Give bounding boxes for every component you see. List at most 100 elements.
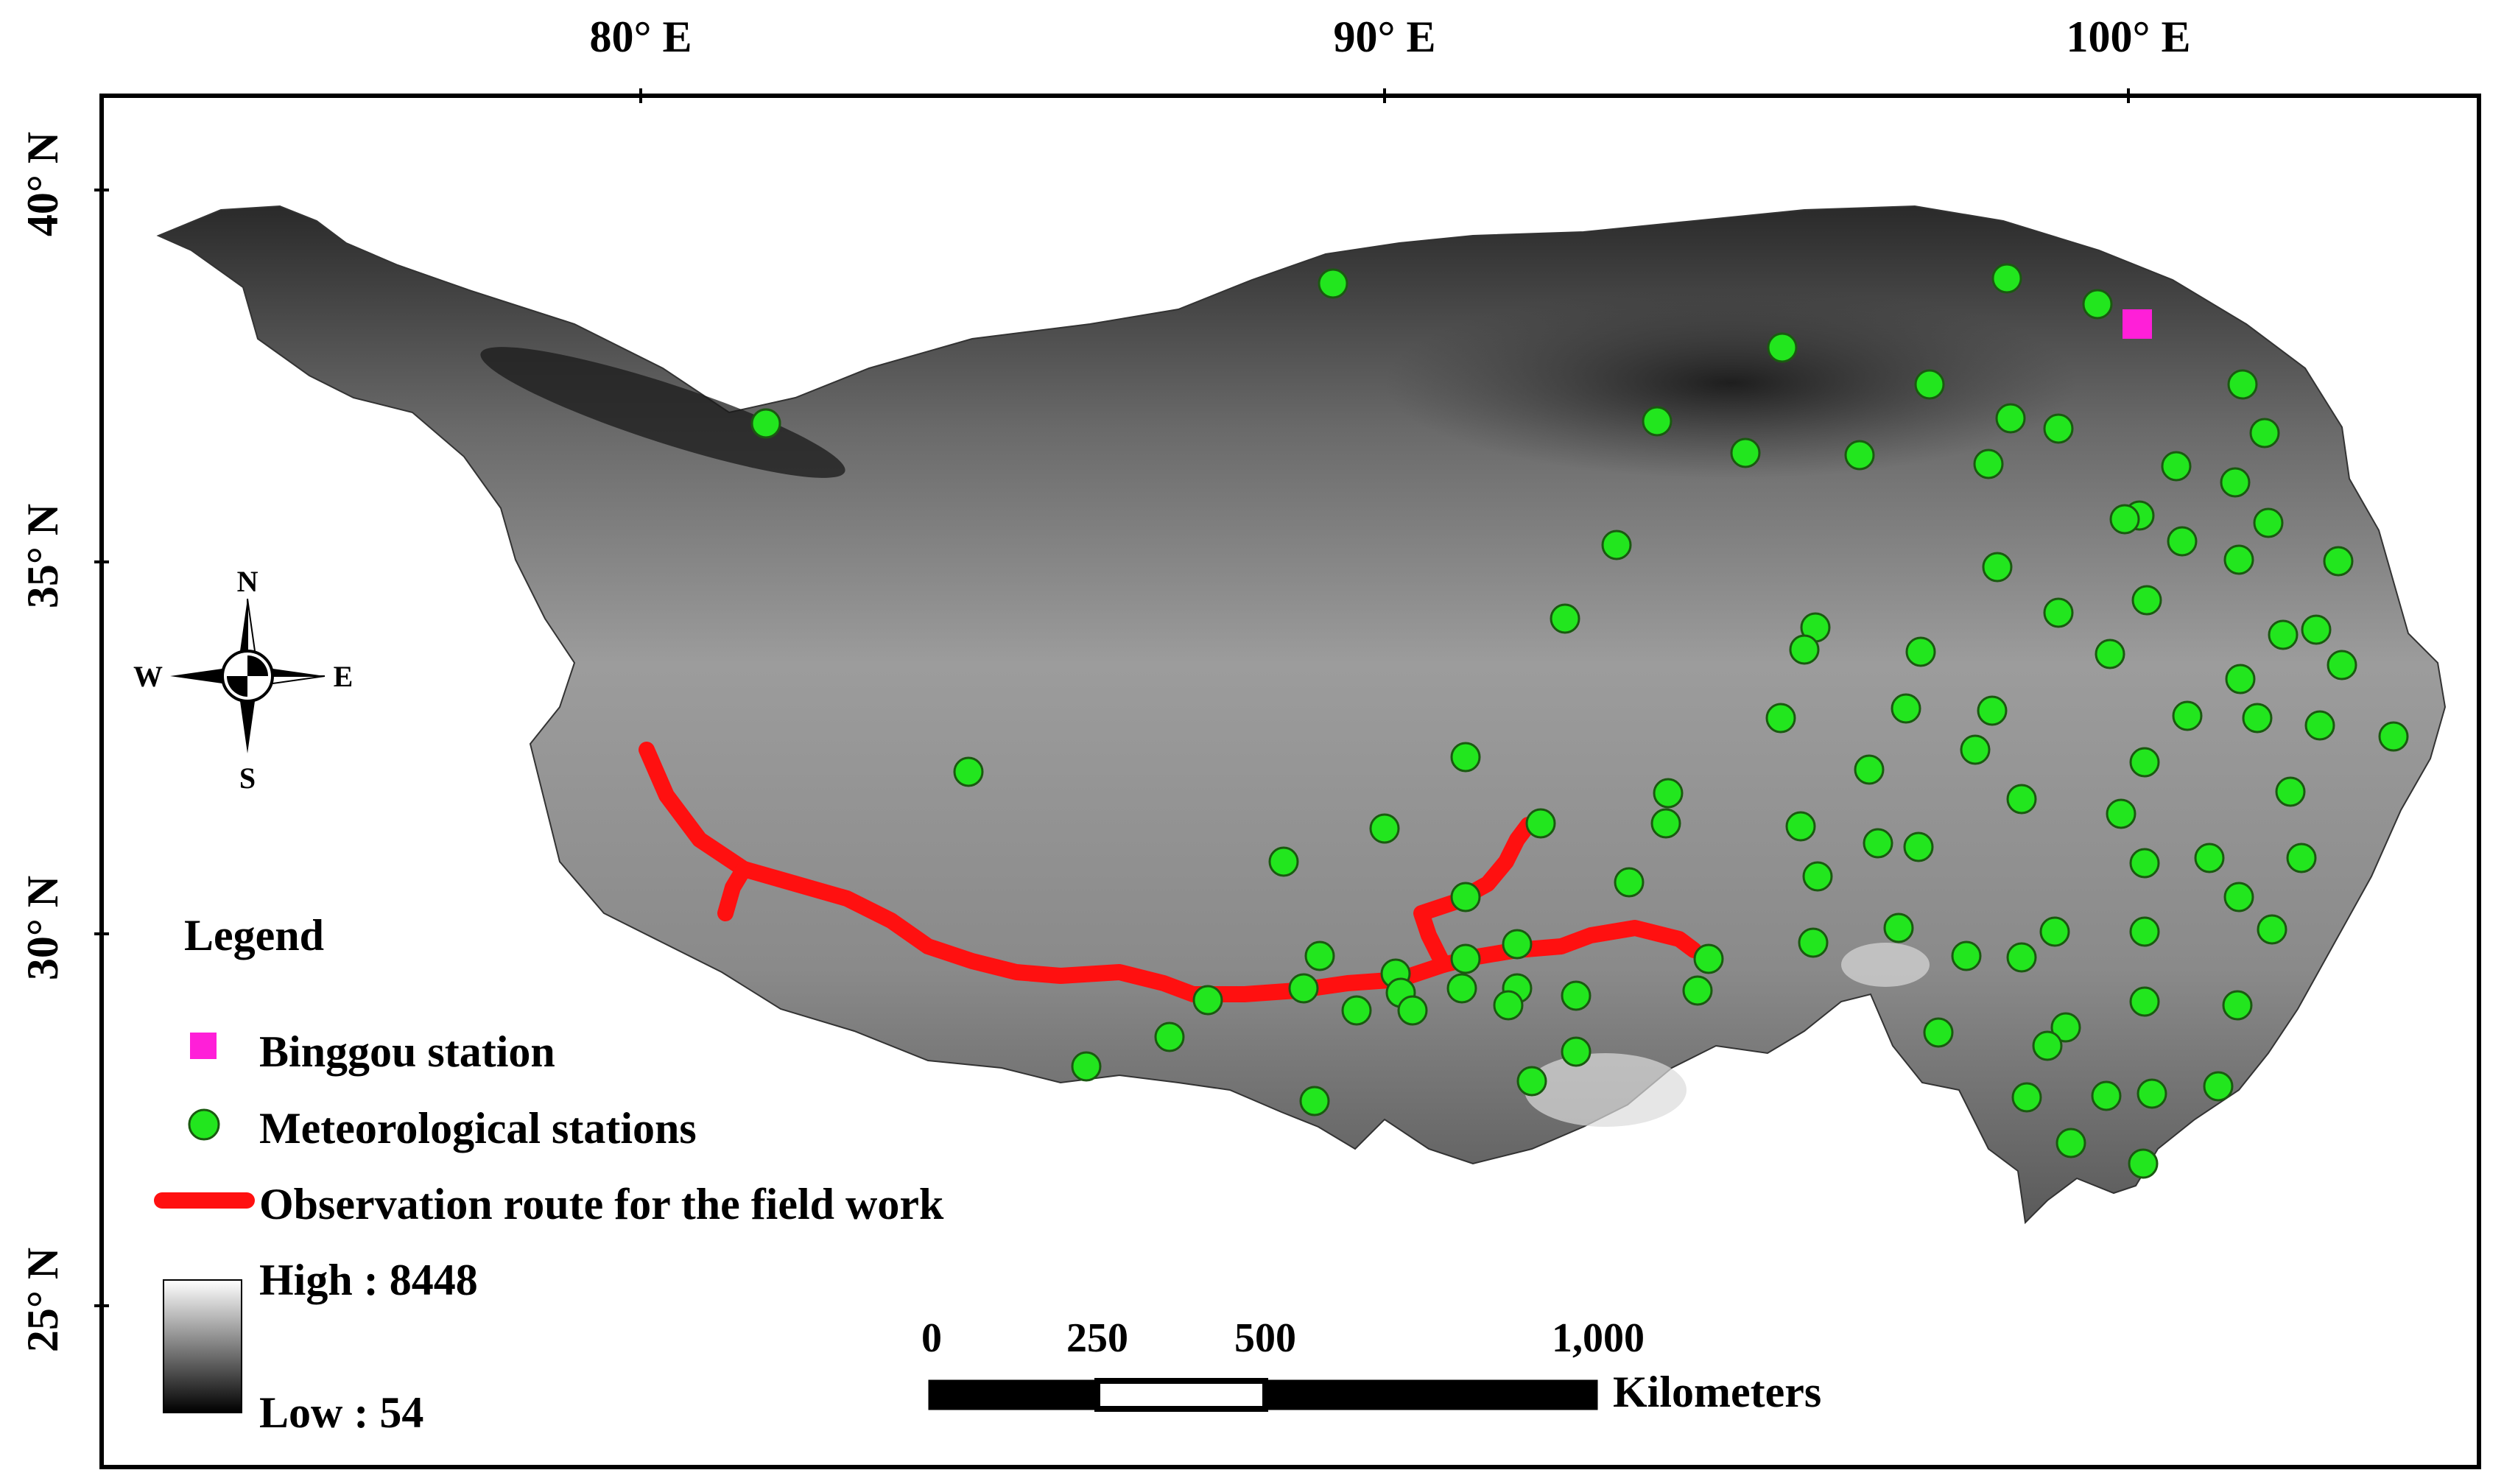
scale-segment-2 <box>1094 1378 1268 1412</box>
meteorological-station-marker <box>2268 619 2299 650</box>
meteorological-station-marker <box>2050 1012 2081 1043</box>
meteorological-station-marker <box>1951 940 1982 971</box>
meteorological-station-marker <box>1071 1051 1102 1082</box>
meteorological-station-marker <box>2128 1148 2159 1179</box>
west-label: W <box>133 660 163 693</box>
meteorological-station-marker <box>2129 747 2160 778</box>
south-label: S <box>239 762 256 795</box>
meteorological-station-marker <box>2129 986 2160 1017</box>
lon-label-90: 90° E <box>1333 13 1435 61</box>
meteorological-station-marker <box>2203 1071 2234 1102</box>
meteorological-station-marker <box>1767 332 1798 363</box>
meteorological-station-marker <box>2043 413 2074 444</box>
meteorological-station-marker <box>1493 990 1524 1021</box>
meteorological-station-marker <box>2006 942 2037 973</box>
meteorological-station-marker <box>2109 504 2140 535</box>
meteorological-station-marker <box>2242 703 2273 734</box>
meteorological-station-marker <box>2223 544 2254 575</box>
meteorological-station-marker <box>2172 700 2203 731</box>
scale-segment-3 <box>1264 1379 1598 1410</box>
meteorological-station-marker <box>2161 451 2192 482</box>
meteorological-station-marker <box>1982 552 2013 583</box>
lon-label-80: 80° E <box>589 13 692 61</box>
meteorological-station-marker <box>1798 927 1829 958</box>
meteorological-station-marker <box>1525 808 1556 839</box>
meteorological-station-marker <box>1561 1036 1592 1067</box>
meteorological-station-marker <box>2137 1078 2167 1109</box>
scale-tick-1000: 1,000 <box>1552 1315 1645 1361</box>
east-label: E <box>334 660 354 693</box>
meteorological-station-marker <box>2286 843 2317 873</box>
meteorological-station-marker <box>1995 403 2026 434</box>
elevation-low-label: Low : 54 <box>259 1388 423 1437</box>
meteorological-station-marker <box>2095 639 2125 669</box>
tarim-edge <box>480 347 845 478</box>
meteorological-station-marker <box>1154 1021 1185 1052</box>
meteorological-station-marker <box>2011 1082 2042 1113</box>
meteorological-station-marker <box>1923 1017 1954 1048</box>
meteorological-station-marker <box>1789 634 1820 665</box>
meteorological-station-marker <box>1341 995 1372 1026</box>
meteorological-station-marker <box>2055 1128 2086 1158</box>
meteorological-station-marker <box>2167 526 2198 557</box>
legend-binggou-label: Binggou station <box>259 1027 555 1076</box>
meteorological-station-marker <box>2032 1030 2063 1061</box>
longitude-labels: 80° E 90° E 100° E <box>589 13 2190 61</box>
meteorological-station-marker <box>1653 778 1684 809</box>
meteorological-station-marker <box>2227 369 2258 400</box>
scale-tick-250: 250 <box>1066 1315 1128 1361</box>
himalaya-highlight <box>1524 1053 1687 1127</box>
elevation-high-label: High : 8448 <box>259 1256 478 1304</box>
meteorological-station-marker <box>1299 1086 1330 1116</box>
meteorological-station-marker <box>1450 943 1481 974</box>
meteorological-station-marker <box>953 756 984 787</box>
meteorological-station-marker <box>1693 943 1724 974</box>
meteorological-station-marker <box>1642 406 1673 437</box>
meteorological-station-marker <box>2223 882 2254 912</box>
meteorological-station-marker <box>2378 721 2409 752</box>
lat-label-40: 40° N <box>18 132 67 236</box>
legend-station-swatch <box>188 1108 220 1141</box>
meteorological-station-marker <box>2304 710 2335 741</box>
meteorological-station-marker <box>1891 693 1921 724</box>
meteorological-station-marker <box>1397 995 1428 1026</box>
meteorological-station-marker <box>2327 650 2357 681</box>
scale-bar: 0 250 500 1,000 Kilometers <box>921 1315 1821 1416</box>
binggou-station-marker <box>2123 309 2152 339</box>
meteorological-station-marker <box>1450 882 1481 912</box>
lon-label-100: 100° E <box>2066 13 2190 61</box>
observation-route-branch-west <box>717 861 752 921</box>
meteorological-station-marker <box>2106 798 2137 829</box>
lat-label-30: 30° N <box>18 876 67 980</box>
meteorological-station-marker <box>2225 664 2256 694</box>
meteorological-stations <box>750 263 2409 1179</box>
scale-unit: Kilometers <box>1613 1368 1821 1416</box>
meteorological-station-marker <box>1991 263 2022 294</box>
legend-station-label: Meteorological stations <box>259 1104 697 1153</box>
north-arrow: N S E W <box>133 565 353 795</box>
meteorological-station-marker <box>2194 843 2225 873</box>
meteorological-station-marker <box>1614 867 1645 898</box>
meteorological-station-marker <box>750 408 781 439</box>
meteorological-station-marker <box>2043 597 2074 628</box>
observation-route <box>639 742 1702 1002</box>
legend-route-label: Observation route for the field work <box>259 1180 944 1228</box>
meteorological-station-marker <box>1883 912 1914 943</box>
graticule-ticks <box>94 88 2130 1307</box>
meteorological-station-marker <box>2129 916 2160 947</box>
meteorological-station-marker <box>2257 914 2287 945</box>
qaidam-basin <box>1385 287 2077 479</box>
meteorological-station-marker <box>1682 975 1713 1006</box>
himalaya-highlight-2 <box>1841 943 1930 987</box>
meteorological-station-marker <box>2249 418 2280 449</box>
meteorological-station-marker <box>1914 369 1945 400</box>
meteorological-station-marker <box>1516 1066 1547 1097</box>
legend-title: Legend <box>184 911 324 960</box>
scale-segment-1 <box>928 1379 1099 1410</box>
meteorological-station-marker <box>1288 973 1319 1004</box>
legend: Legend Binggou station Meteorological st… <box>154 911 944 1437</box>
meteorological-station-marker <box>1973 449 2004 479</box>
meteorological-station-marker <box>1192 985 1223 1016</box>
meteorological-station-marker <box>2253 507 2284 538</box>
